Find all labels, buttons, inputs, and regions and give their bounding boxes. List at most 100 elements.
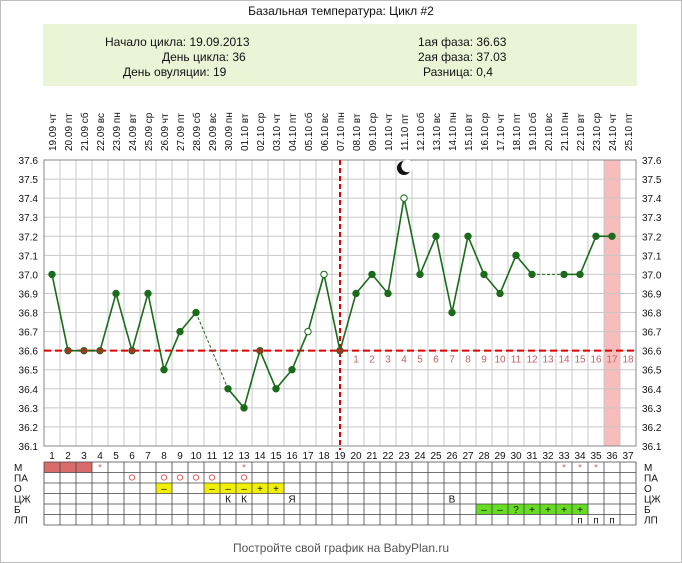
pregnancy-test-mark: + [561,505,567,516]
date-label: 23.10 ср [592,112,603,151]
day-number: 14 [254,451,266,462]
pa-marker [192,474,200,481]
temperature-point [576,270,584,279]
y-tick-label-left: 37.3 [19,213,39,224]
y-tick-label-right: 36.1 [642,442,662,453]
temperature-segment [451,236,469,313]
date-label: 11.10 пт [400,114,411,151]
date-label: 25.10 пт [624,113,635,151]
date-label: 23.09 пн [112,112,123,151]
cycle-start-text: Начало цикла: 19.09.2013 [105,35,250,49]
ovulation-test-cell [204,483,220,494]
temperature-point [480,270,488,279]
luteal-phase-mark: п [609,516,614,527]
temperature-point [48,270,56,279]
phase2-day-label: 2 [369,355,375,366]
cycle-info-panel: Начало цикла: 19.09.2013 День цикла: 36 … [43,24,637,86]
date-label: 19.09 чт [48,113,59,151]
temperature-segment [179,312,197,333]
temperature-segment [227,388,245,409]
day-number: 7 [145,451,151,462]
temperature-point [592,232,600,240]
temperature-segment [275,369,293,390]
menses-cell [60,462,76,473]
date-label: 22.10 вт [576,113,587,151]
ovulation-test-mark: + [257,484,263,495]
day-number: 9 [177,451,183,462]
day-number: 10 [190,451,202,462]
ovulation-test-mark: – [225,484,231,495]
temperature-point [432,232,440,240]
temperature-segment [99,293,117,351]
row-label-left: О [14,484,22,495]
ovulation-test-mark: – [241,484,247,495]
row-label-right: ЛП [644,516,658,527]
y-tick-label-right: 37.0 [642,270,662,281]
pregnancy-test-cell [540,504,556,515]
pa-marker [176,474,184,481]
date-label: 28.09 сб [191,112,203,151]
row-label-right: Б [644,505,651,516]
y-tick-label-left: 36.2 [19,423,39,434]
day-number: 1 [49,451,55,462]
day-number: 24 [414,451,426,462]
temperature-point [304,327,312,336]
day-number: 19 [334,451,346,462]
y-tick-label-right: 36.3 [642,404,662,415]
temperature-segment [195,312,229,389]
date-label: 29.09 вс [208,113,219,151]
pregnancy-test-mark: – [481,505,487,516]
phase2-day-label: 10 [494,355,506,366]
date-label: 20.10 вс [544,113,555,151]
day-number: 17 [302,451,314,462]
y-tick-label-right: 37.1 [642,251,662,262]
temperature-segment [339,293,357,351]
phase2-text: 2ая фаза: 37.03 [418,50,507,64]
y-tick-label-right: 36.2 [642,423,662,434]
footer-link[interactable]: Постройте свой график на BabyPlan.ru [232,541,450,555]
temperature-segment [131,293,149,351]
pregnancy-test-cell [524,504,540,515]
phase2-day-label: 1 [353,355,359,366]
day-number: 32 [542,451,554,462]
day-number: 28 [478,451,490,462]
day-number: 26 [446,451,458,462]
temperature-segment [403,197,421,275]
date-label: 02.10 ср [256,112,267,151]
y-tick-label-left: 36.8 [19,309,39,320]
temperature-point [96,346,104,355]
y-tick-label-right: 37.5 [642,175,662,186]
day-number: 29 [494,451,506,462]
pregnancy-test-cell [508,504,524,515]
day-number: 31 [526,451,538,462]
y-tick-label-right: 36.5 [642,366,662,377]
date-label: 27.09 пт [176,113,187,151]
phase1-text: 1ая фаза: 36.63 [418,35,507,49]
day-number: 16 [286,451,298,462]
y-tick-label-left: 37.2 [19,232,39,243]
date-label: 22.09 вс [96,113,107,151]
ovulation-test-cell [156,483,172,494]
y-tick-label-right: 36.7 [642,328,662,339]
temperature-point [144,289,152,298]
temperature-segment [483,273,501,294]
ovulation-test-cell [236,483,252,494]
temperature-point [128,346,136,355]
star-marker: * [594,463,598,474]
y-tick-label-left: 36.6 [19,347,39,358]
day-number: 13 [238,451,250,462]
current-day-highlight [604,160,620,446]
date-label: 21.10 пн [560,112,571,151]
row-label-left: Б [14,505,21,516]
ovulation-test-mark: + [273,484,279,495]
temperature-segment [515,254,533,275]
pregnancy-test-mark: – [497,505,503,516]
day-number: 8 [161,451,167,462]
date-label: 07.10 пн [336,112,347,151]
temperature-point [288,366,296,374]
temperature-point [256,346,264,355]
temperature-point [272,385,280,393]
cervical-mucus-mark: К [241,495,247,506]
day-number: 34 [574,451,586,462]
ovulation-test-mark: – [209,484,215,495]
